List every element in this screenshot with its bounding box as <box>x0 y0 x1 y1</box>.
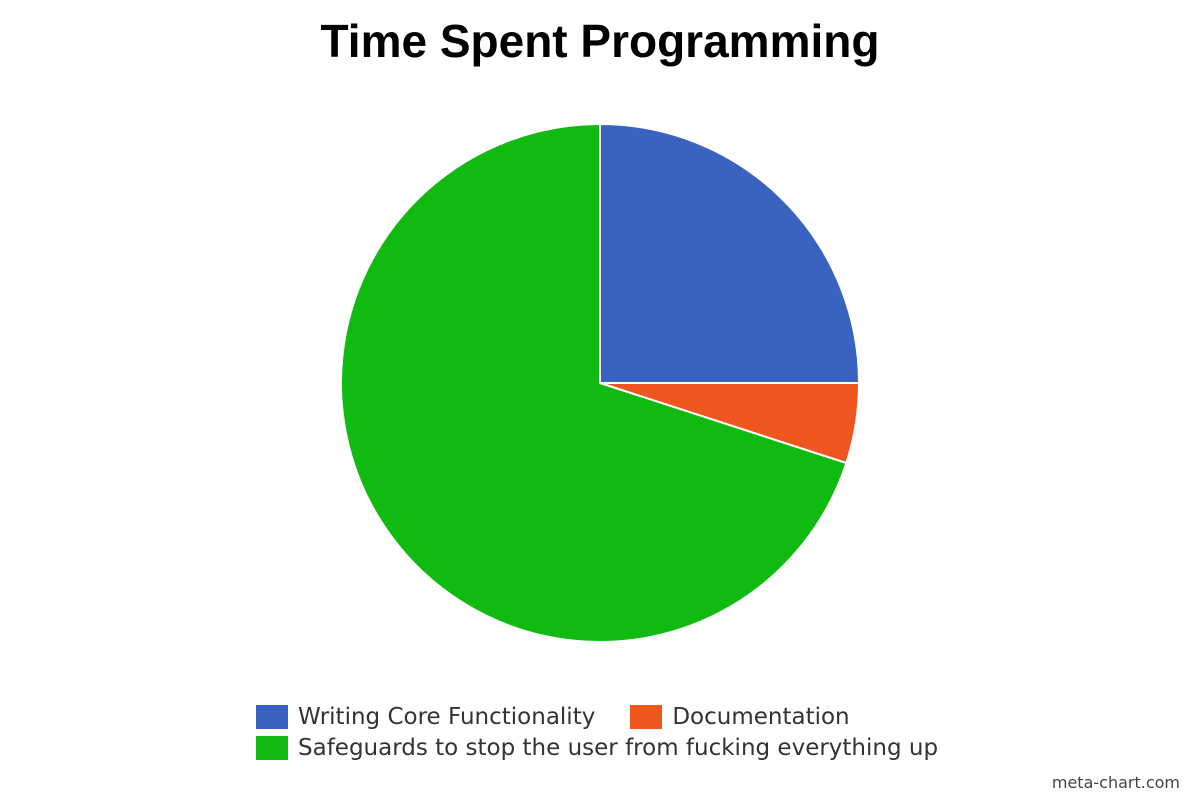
pie-slice-0[interactable] <box>599 122 861 384</box>
legend-label: Documentation <box>672 703 850 730</box>
legend: Writing Core Functionality Documentation… <box>256 701 973 763</box>
legend-item[interactable]: Documentation <box>630 703 850 730</box>
legend-label: Safeguards to stop the user from fucking… <box>298 734 939 761</box>
watermark: meta-chart.com <box>1051 773 1180 792</box>
legend-label: Writing Core Functionality <box>298 703 596 730</box>
legend-swatch <box>630 704 663 729</box>
legend-item[interactable]: Writing Core Functionality <box>256 704 595 730</box>
legend-item[interactable]: Safeguards to stop the user from fucking… <box>256 735 938 761</box>
chart-title: Time Spent Programming <box>320 15 880 67</box>
legend-swatch <box>256 704 288 729</box>
legend-swatch <box>256 735 288 760</box>
pie-slice-2[interactable] <box>340 122 848 643</box>
